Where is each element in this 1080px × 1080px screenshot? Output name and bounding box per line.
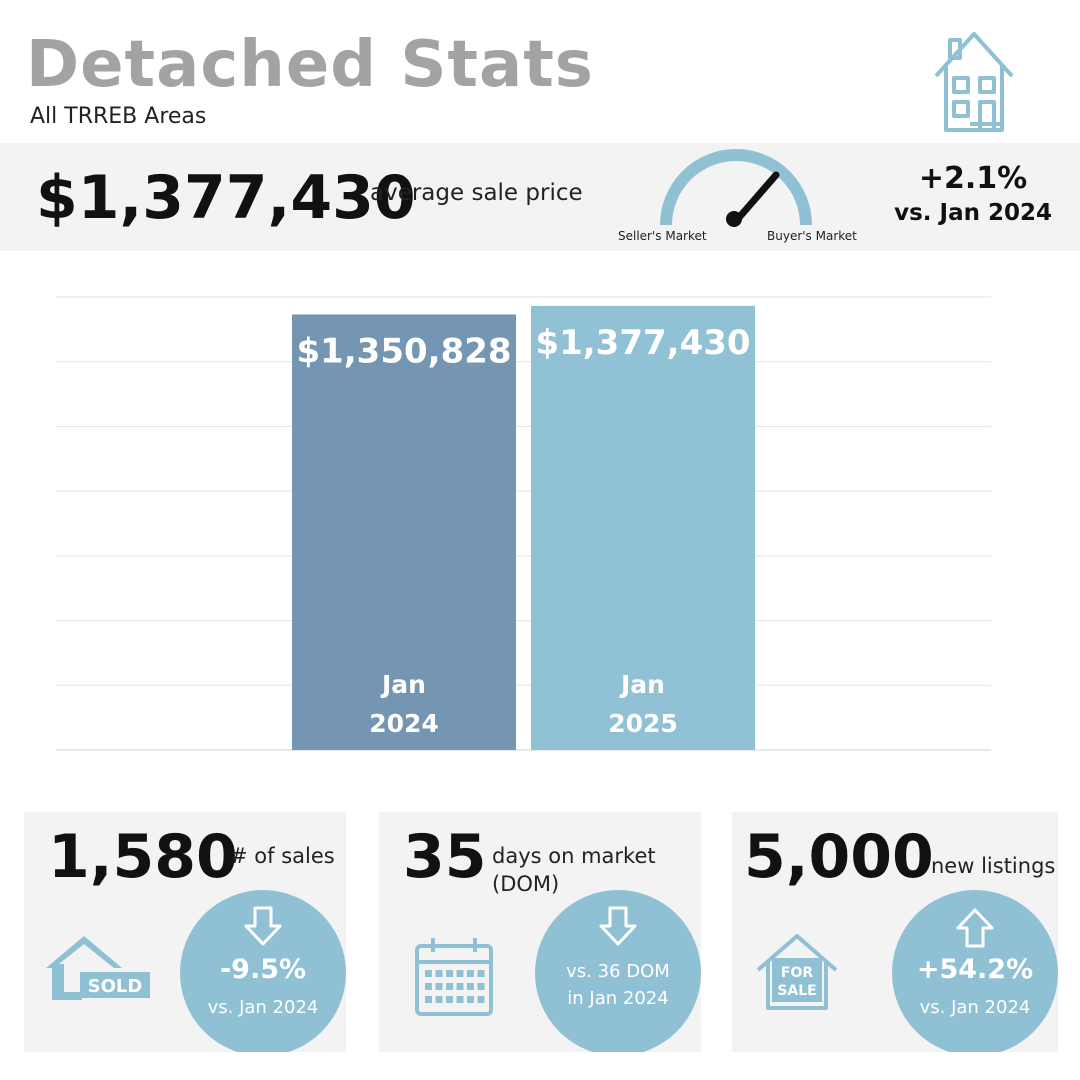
calendar-day-cell <box>446 983 453 990</box>
bar-value-label: $1,350,828 <box>296 331 511 371</box>
sold-sign-text: SOLD <box>88 976 143 997</box>
calendar-day-cell <box>446 996 453 1003</box>
bar-jan-2025 <box>531 305 755 750</box>
arrow-down-icon <box>599 906 637 946</box>
sellers-market-label: Seller's Market <box>618 229 707 243</box>
calendar-day-cell <box>435 970 443 977</box>
sales-change-badge: -9.5% vs. Jan 2024 <box>180 890 346 1052</box>
arrow-down-icon <box>244 906 282 946</box>
calendar-day-cell <box>456 983 464 990</box>
average-price-label: average sale price <box>370 180 583 206</box>
calendar-day-cell <box>435 996 443 1003</box>
market-gauge-icon <box>660 149 812 227</box>
buyers-market-label: Buyer's Market <box>767 229 857 243</box>
dom-change-vs: vs. 36 DOM in Jan 2024 <box>535 958 701 1012</box>
price-banner: $1,377,430 average sale price Seller's M… <box>0 143 1080 251</box>
dom-number: 35 <box>403 822 487 892</box>
calendar-day-cell <box>456 970 464 977</box>
price-change-pct: +2.1% <box>918 161 1028 196</box>
bar-category-label: 2024 <box>369 709 439 738</box>
for-sale-line2: SALE <box>777 983 816 999</box>
bar-category-label: 2025 <box>608 709 678 738</box>
listings-change-vs: vs. Jan 2024 <box>919 997 1031 1018</box>
bar-value-label: $1,377,430 <box>535 323 750 363</box>
calendar-day-cell <box>425 970 432 977</box>
calendar-day-cell <box>435 983 443 990</box>
sales-change-pct: -9.5% <box>219 954 307 985</box>
bar-category-label: Jan <box>380 670 426 699</box>
dom-card: 35 days on market (DOM) vs. 36 DOM in Ja… <box>379 812 701 1052</box>
calendar-day-cell <box>467 996 474 1003</box>
price-bar-chart: $1,350,828 Jan 2024 $1,377,430 Jan 2025 <box>56 296 991 751</box>
dom-vs-line1: vs. 36 DOM <box>566 961 670 982</box>
price-change: +2.1% vs. Jan 2024 <box>894 161 1052 226</box>
house-icon <box>934 32 1014 132</box>
calendar-day-cell <box>456 996 464 1003</box>
calendar-day-cell <box>477 970 485 977</box>
listings-change-pct: +54.2% <box>916 954 1034 985</box>
price-change-vs: vs. Jan 2024 <box>894 200 1052 226</box>
listings-number: 5,000 <box>744 822 934 892</box>
arrow-up-icon <box>956 908 994 948</box>
calendar-day-cell <box>467 983 474 990</box>
calendar-day-cell <box>425 996 432 1003</box>
dom-change-badge: vs. 36 DOM in Jan 2024 <box>535 890 701 1052</box>
listings-card: 5,000 new listings FOR SALE +54.2% vs. J… <box>732 812 1058 1052</box>
for-sale-line1: FOR <box>781 965 813 981</box>
calendar-day-cell <box>446 970 453 977</box>
dom-label-line1: days on market <box>492 844 656 868</box>
for-sale-house-icon: FOR SALE <box>756 934 838 1010</box>
listings-change-badge: +54.2% vs. Jan 2024 <box>892 890 1058 1052</box>
calendar-day-cell <box>425 983 432 990</box>
calendar-day-cell <box>477 983 485 990</box>
calendar-icon <box>415 938 493 1016</box>
bar-category-label: Jan <box>619 670 665 699</box>
page-subtitle: All TRREB Areas <box>30 104 207 129</box>
sales-change-vs: vs. Jan 2024 <box>207 997 319 1018</box>
calendar-day-cell <box>477 996 485 1003</box>
average-price-value: $1,377,430 <box>36 163 416 233</box>
listings-label: new listings <box>931 854 1056 878</box>
dom-vs-line2: in Jan 2024 <box>567 988 669 1009</box>
calendar-day-cell <box>467 970 474 977</box>
dom-label-line2: (DOM) <box>492 872 560 897</box>
bar-jan-2024 <box>292 314 516 750</box>
page-title: Detached Stats <box>26 28 594 102</box>
dom-label: days on market (DOM) <box>492 842 656 899</box>
sold-house-icon: SOLD <box>46 936 150 1000</box>
sales-number: 1,580 <box>48 822 238 892</box>
sales-label: # of sales <box>230 844 335 868</box>
sales-card: 1,580 # of sales SOLD -9.5% vs. Jan 2024 <box>24 812 346 1052</box>
